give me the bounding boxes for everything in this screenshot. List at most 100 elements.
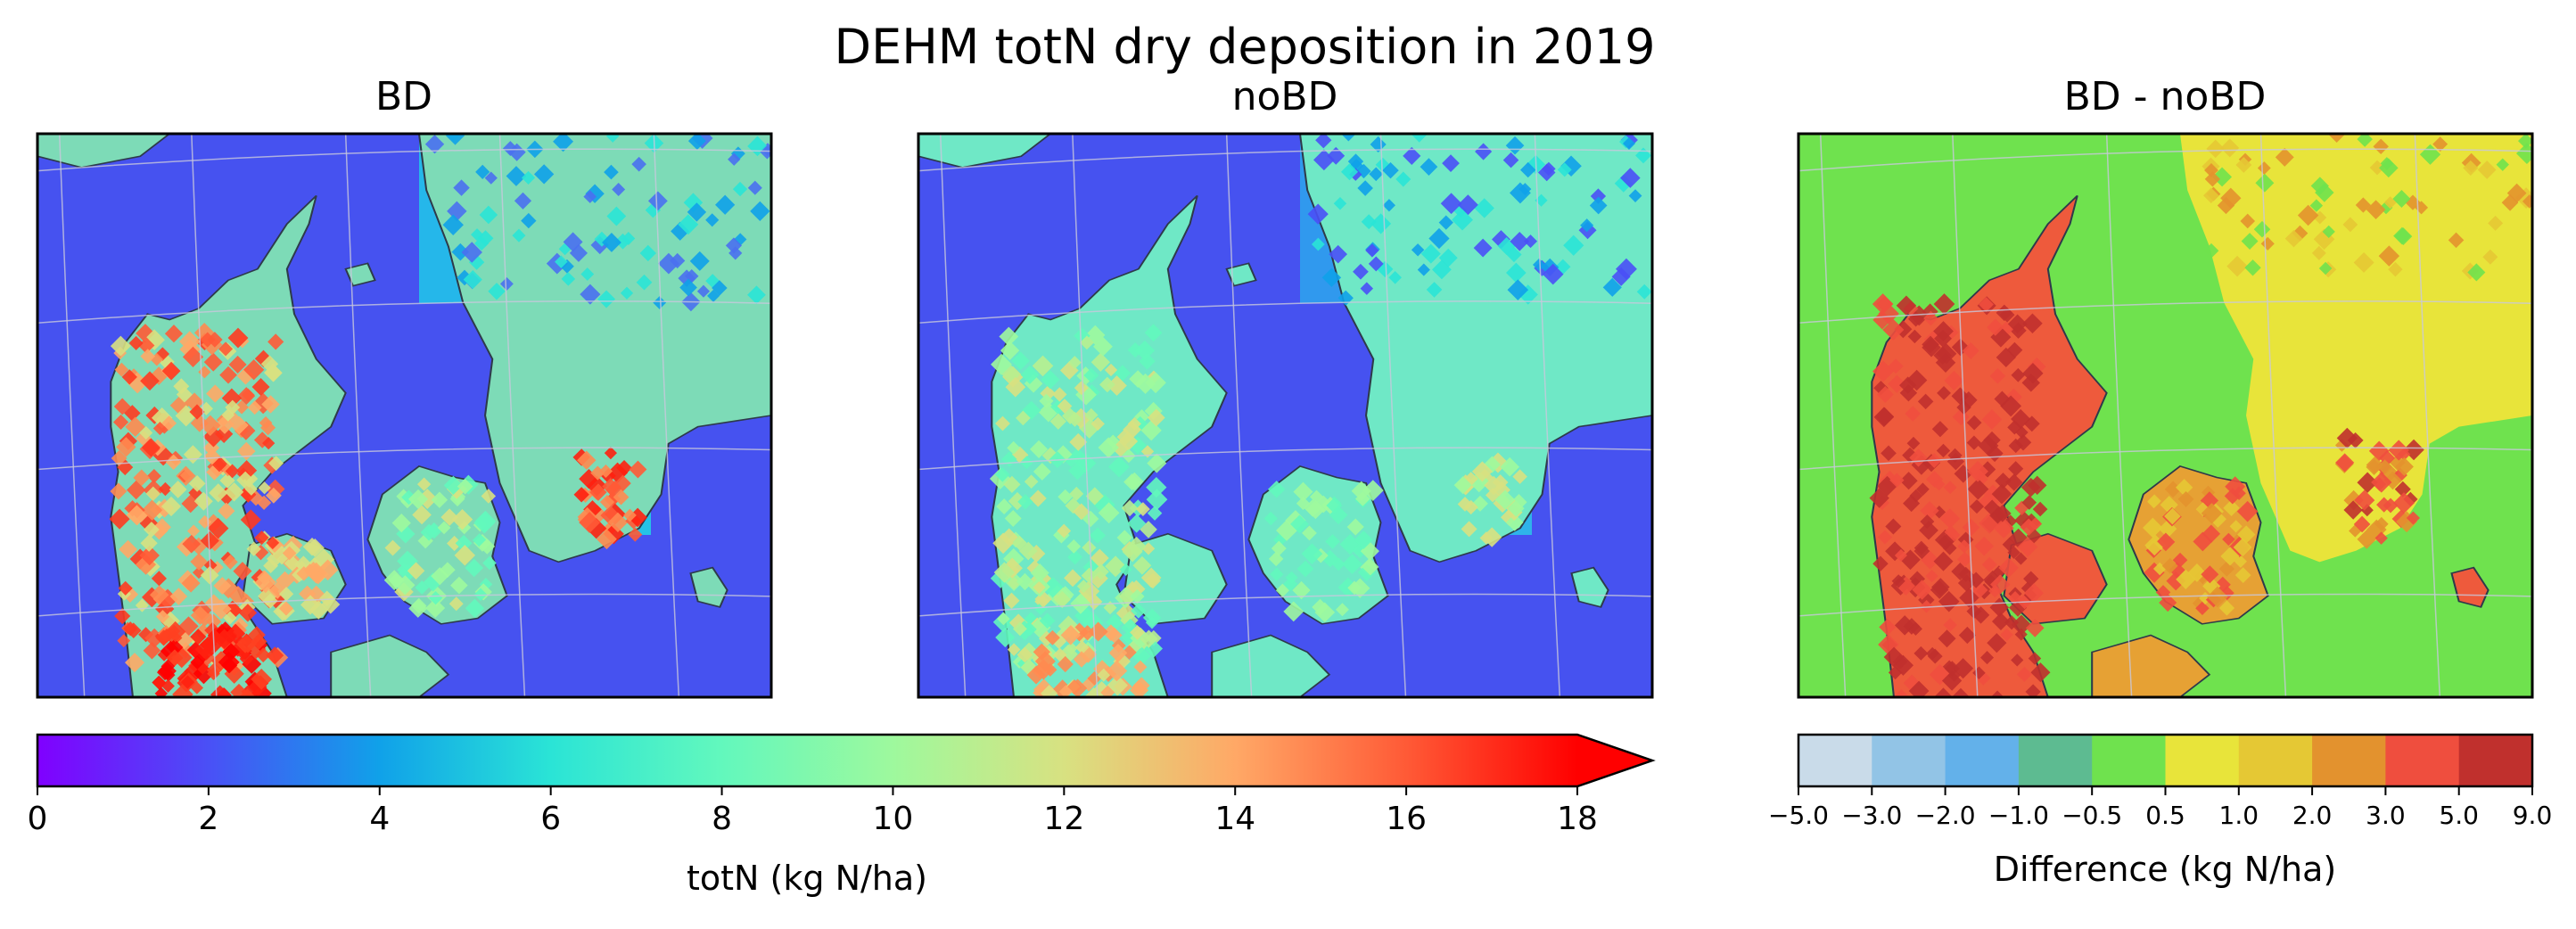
grid-cell	[1100, 685, 1115, 697]
grid-cell	[221, 408, 235, 422]
grid-cell	[233, 562, 252, 581]
grid-cell	[2021, 374, 2040, 392]
grid-cell	[188, 486, 202, 500]
grid-cell	[1902, 447, 1918, 464]
grid-cell	[2017, 537, 2038, 557]
grid-cell	[1051, 633, 1067, 649]
grid-cell	[126, 505, 147, 526]
colorbar-totn-ticks: 0 2 4 6 8 10 12 14 16 18	[28, 786, 1598, 837]
grid-cell	[254, 530, 269, 546]
grid-cell	[1878, 303, 1899, 325]
grid-cell	[760, 144, 771, 160]
grid-cell	[1995, 473, 2012, 489]
grid-cell	[1457, 497, 1473, 512]
grid-cell	[424, 572, 443, 592]
grid-cell	[747, 285, 766, 305]
grid-cell	[2394, 481, 2411, 497]
grid-cell	[1934, 329, 1952, 348]
grid-cell	[121, 369, 137, 385]
grid-cell	[1007, 576, 1021, 590]
grid-cell	[1020, 366, 1040, 384]
grid-cell	[465, 558, 483, 578]
grid-cell	[1065, 642, 1078, 655]
grid-cell	[1507, 279, 1529, 300]
grid-cell	[110, 335, 131, 357]
grid-cell	[1140, 567, 1162, 588]
grid-cell	[114, 607, 131, 625]
grid-cell	[1147, 453, 1167, 473]
grid-cell	[182, 346, 204, 368]
grid-cell	[1140, 629, 1158, 648]
grid-cell	[1869, 488, 1889, 508]
graticule-meridian	[1534, 134, 1561, 697]
grid-cell	[1057, 399, 1073, 414]
grid-cell	[1934, 687, 1953, 697]
graticule-meridian	[58, 134, 86, 697]
grid-cell	[2223, 499, 2240, 516]
grid-cell	[278, 587, 294, 602]
grid-cell	[1628, 189, 1642, 203]
grid-cell	[411, 597, 427, 614]
grid-cell	[2014, 511, 2034, 530]
grid-cell	[1044, 629, 1060, 645]
grid-cell	[117, 634, 131, 648]
grid-cell	[577, 450, 597, 470]
grid-cell	[2448, 232, 2465, 249]
grid-cell	[1106, 660, 1128, 682]
grid-cell	[1000, 341, 1020, 360]
grid-cell	[1933, 293, 1955, 315]
grid-cell	[1105, 555, 1127, 578]
grid-cell	[1908, 680, 1930, 697]
grid-cell	[2201, 485, 2216, 500]
grid-cell	[1113, 653, 1131, 670]
grid-cell	[1276, 519, 1298, 541]
grid-cell	[1041, 577, 1064, 598]
grid-cell	[1907, 329, 1922, 344]
grid-cell	[1967, 460, 1988, 482]
grid-cell	[647, 191, 668, 211]
grid-cell	[1068, 448, 1087, 465]
grid-cell	[2193, 531, 2213, 552]
grid-cell	[2206, 139, 2225, 159]
grid-cell	[604, 164, 619, 180]
grid-cell	[1283, 601, 1304, 622]
grid-cell	[2393, 226, 2411, 245]
grid-cell	[2145, 538, 2163, 556]
grid-cell	[2225, 476, 2246, 497]
grid-cell	[1986, 444, 2004, 463]
grid-cell	[1329, 244, 1348, 264]
grid-cell	[1909, 621, 1922, 636]
grid-cell	[317, 559, 339, 580]
colorbar-totn: 0 2 4 6 8 10 12 14 16 18 totN (kg N/ha)	[28, 733, 1656, 898]
grid-cell	[128, 335, 144, 350]
grid-cell	[2158, 519, 2177, 538]
grid-cell	[481, 489, 497, 504]
grid-cell	[1903, 495, 1921, 513]
grid-cell	[1882, 318, 1905, 341]
grid-cell	[1935, 352, 1956, 373]
grid-cell	[2292, 225, 2309, 242]
grid-cell	[1938, 629, 1956, 648]
grid-cell	[1388, 271, 1402, 284]
grid-cell	[236, 471, 255, 489]
grid-cell	[125, 653, 145, 673]
grid-cell	[1879, 618, 1897, 636]
grid-cell	[2255, 173, 2275, 193]
grid-cell	[1313, 149, 1335, 171]
grid-cell	[200, 332, 216, 348]
grid-cell	[2310, 177, 2329, 195]
grid-cell	[260, 355, 279, 373]
grid-cell	[1041, 685, 1058, 697]
grid-cell	[161, 679, 175, 693]
graticule-meridian	[1379, 134, 1407, 697]
grid-cell	[657, 252, 679, 275]
grid-cell	[109, 508, 130, 530]
grid-cell	[2007, 546, 2020, 559]
grid-cell	[1930, 580, 1949, 599]
colorbar-difference-cell	[2018, 735, 2093, 786]
grid-cell	[1962, 342, 1979, 359]
grid-cell	[645, 202, 662, 218]
grid-cell	[1906, 436, 1921, 450]
colorbar-totn-tick-label: 6	[540, 801, 561, 837]
grid-cell	[1085, 593, 1103, 611]
